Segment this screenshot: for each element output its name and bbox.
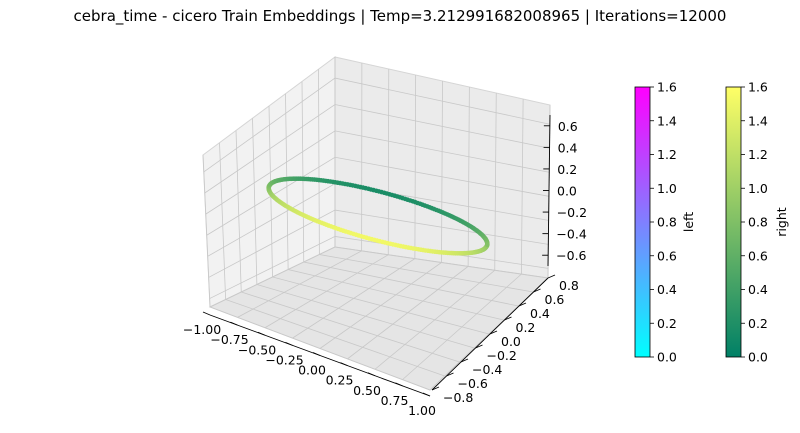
colorbar-tick-label: 1.6 bbox=[748, 80, 768, 95]
grid-line-z bbox=[206, 156, 550, 236]
y-tick bbox=[446, 372, 454, 377]
x-tick bbox=[257, 331, 266, 336]
colorbar-tick-label: 1.6 bbox=[657, 80, 677, 95]
x-tick bbox=[312, 352, 321, 356]
x-tick bbox=[422, 392, 431, 397]
y-tick-label: 0.2 bbox=[516, 320, 536, 335]
y-tick bbox=[460, 358, 469, 363]
x-tick-label: −1.00 bbox=[183, 322, 221, 337]
x-tick-label: 0.25 bbox=[326, 373, 354, 388]
chart-title: cebra_time - cicero Train Embeddings | T… bbox=[73, 7, 727, 25]
z-tick-label: −0.2 bbox=[557, 205, 587, 220]
colorbar-tick-label: 1.2 bbox=[657, 147, 677, 162]
y-tick-label: −0.8 bbox=[443, 390, 473, 405]
colorbar-tick-label: 0.6 bbox=[657, 248, 677, 263]
colorbar-tick-label: 1.0 bbox=[657, 181, 677, 196]
colorbar-tick-label: 0.0 bbox=[657, 350, 677, 365]
x-tick-label: 0.50 bbox=[353, 383, 381, 398]
y-tick bbox=[504, 316, 512, 321]
colorbar-left-ticks: 0.0 0.2 0.4 0.6 0.8 1.0 1.2 1.4 1.6 bbox=[650, 80, 677, 365]
colorbar-left-gradient bbox=[634, 86, 651, 358]
grid-line-y bbox=[268, 105, 490, 335]
y-tick-label: −0.6 bbox=[458, 376, 488, 391]
grid-line-y bbox=[285, 93, 504, 321]
axes-3d: −1.00−0.75−0.50−0.250.000.250.500.751.00… bbox=[183, 56, 587, 418]
y-tick-label: 0.0 bbox=[501, 334, 521, 349]
colorbar-tick-label: 1.0 bbox=[748, 181, 768, 196]
colorbar-tick-label: 0.2 bbox=[657, 316, 677, 331]
x-tick bbox=[395, 382, 403, 387]
x-tick bbox=[230, 321, 238, 326]
z-tick-label: 0.6 bbox=[558, 119, 578, 134]
x-tick-label: −0.50 bbox=[238, 342, 276, 357]
colorbar-tick-label: 0.6 bbox=[748, 248, 768, 263]
colorbar-left-label: left bbox=[681, 212, 696, 232]
embedding-ring bbox=[266, 176, 490, 256]
z-tick-label: 0.2 bbox=[557, 162, 577, 177]
grid-line-z bbox=[203, 77, 550, 173]
x-tick-label: 0.00 bbox=[298, 363, 326, 378]
grid-line-y bbox=[301, 81, 519, 307]
colorbar-tick-label: 0.8 bbox=[748, 215, 768, 230]
colorbar-right: 0.0 0.2 0.4 0.6 0.8 1.0 1.2 1.4 1.6 right bbox=[725, 80, 789, 365]
colorbar-tick-label: 1.4 bbox=[748, 113, 768, 128]
x-tick bbox=[340, 362, 348, 367]
ring-point bbox=[485, 242, 490, 247]
grid-line-y bbox=[318, 69, 534, 293]
grid-line-y bbox=[252, 118, 475, 349]
colorbar-tick-label: 1.2 bbox=[748, 147, 768, 162]
y-tick bbox=[518, 302, 527, 307]
x-tick bbox=[202, 311, 211, 316]
y-tick bbox=[489, 330, 498, 335]
colorbar-left: 0.0 0.2 0.4 0.6 0.8 1.0 1.2 1.4 1.6 left bbox=[634, 80, 696, 365]
z-tick-label: −0.6 bbox=[556, 248, 586, 263]
y-tick bbox=[431, 386, 440, 391]
colorbar-right-gradient bbox=[725, 86, 742, 358]
y-tick bbox=[533, 288, 541, 293]
x-tick-label: 0.75 bbox=[381, 393, 409, 408]
grid-line-y bbox=[334, 57, 549, 279]
colorbar-tick-label: 0.8 bbox=[657, 215, 677, 230]
grid-line-y bbox=[235, 130, 460, 363]
y-tick bbox=[547, 274, 556, 279]
tick-labels: −1.00−0.75−0.50−0.250.000.250.500.751.00… bbox=[183, 119, 587, 418]
grid-line-y bbox=[219, 142, 445, 377]
y-tick-label: 0.4 bbox=[530, 306, 550, 321]
colorbar-tick-label: 0.2 bbox=[748, 316, 768, 331]
colorbar-tick-label: 0.4 bbox=[748, 282, 768, 297]
z-tick-label: 0.4 bbox=[558, 140, 578, 155]
y-tick-label: −0.4 bbox=[472, 362, 502, 377]
z-tick-label: −0.4 bbox=[556, 227, 586, 242]
x-tick-label: −0.75 bbox=[210, 332, 248, 347]
y-tick-label: 0.6 bbox=[545, 292, 565, 307]
x-tick-label: −0.25 bbox=[265, 352, 303, 367]
y-tick bbox=[475, 344, 483, 349]
colorbar-tick-label: 0.4 bbox=[657, 282, 677, 297]
grid-line-z bbox=[204, 104, 550, 194]
y-tick-label: 0.8 bbox=[559, 278, 579, 293]
colorbar-tick-label: 1.4 bbox=[657, 113, 677, 128]
colorbar-right-label: right bbox=[774, 207, 789, 236]
x-tick bbox=[367, 372, 376, 377]
colorbar-tick-label: 0.0 bbox=[748, 350, 768, 365]
grid-line-z bbox=[209, 236, 549, 299]
grid-line-z bbox=[205, 130, 550, 215]
y-tick-label: −0.2 bbox=[487, 348, 517, 363]
grid-line-y bbox=[202, 154, 431, 391]
colorbar-right-ticks: 0.0 0.2 0.4 0.6 0.8 1.0 1.2 1.4 1.6 bbox=[741, 80, 768, 365]
x-tick-label: 1.00 bbox=[408, 403, 436, 418]
z-tick-label: 0.0 bbox=[557, 184, 577, 199]
x-tick bbox=[285, 341, 293, 346]
